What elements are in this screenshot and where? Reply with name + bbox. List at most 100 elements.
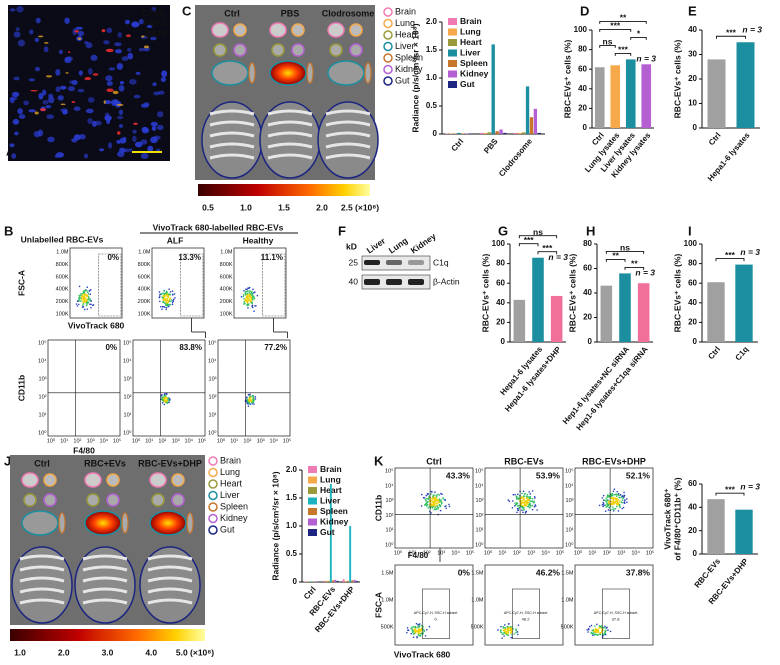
event-dot [526, 493, 529, 496]
event-dot [168, 401, 170, 404]
event-dot [426, 503, 429, 506]
axis-label: FSC-A [373, 592, 383, 618]
event-dot [171, 303, 174, 306]
legend-swatch [448, 81, 457, 88]
event-dot [165, 308, 167, 311]
bar [518, 132, 522, 134]
event-dot [167, 295, 169, 297]
stain-legend: DAPI [144, 28, 166, 38]
macrophage [112, 90, 119, 95]
event-dot [247, 303, 249, 305]
event-dot [605, 501, 608, 503]
nucleus [119, 137, 127, 144]
nucleus [59, 85, 67, 90]
event-dot [424, 503, 426, 506]
y-tick-label: 0 [693, 549, 698, 558]
event-dot [244, 292, 247, 295]
event-dot [420, 624, 423, 627]
event-dot [88, 290, 91, 292]
event-dot [517, 624, 520, 627]
flow-plot [132, 339, 206, 437]
event-dot [442, 497, 444, 499]
colorbar [10, 629, 205, 641]
legend-ring [208, 467, 218, 478]
event-dot [444, 498, 446, 501]
y-tick-label: 1.0M [381, 597, 394, 603]
y-tick-label: 10² [209, 394, 217, 400]
nucleus [115, 49, 122, 54]
x-tick-label: 10² [423, 550, 431, 556]
event-dot [596, 630, 599, 632]
bar [351, 580, 354, 582]
significance-text: *** [610, 21, 621, 31]
nucleus [34, 66, 41, 72]
gut-loop [82, 576, 128, 583]
event-dot [162, 301, 164, 303]
event-dot [246, 294, 248, 296]
event-dot [623, 494, 625, 497]
x-tick-label: Ctrl [706, 345, 722, 361]
macrophage [34, 111, 39, 115]
gut-loop [82, 565, 128, 572]
colorbar-tick: 1.0 [240, 202, 252, 212]
x-tick-label: 10⁵ [283, 437, 291, 444]
gut-loop [267, 142, 313, 149]
event-dot [516, 511, 518, 514]
event-dot [161, 305, 164, 308]
event-dot [163, 295, 166, 297]
event-dot [86, 303, 88, 306]
event-dot [246, 400, 249, 402]
significance-bracket [599, 44, 616, 48]
event-dot [434, 503, 436, 505]
nucleus [45, 104, 52, 109]
legend-text: Gut [460, 79, 475, 89]
event-dot [507, 627, 510, 630]
gate-value: 52.1% [626, 470, 651, 480]
legend-text: Kidney [460, 68, 489, 78]
event-dot [78, 285, 81, 288]
event-dot [436, 506, 439, 508]
flow-plot [47, 339, 121, 437]
event-dot [86, 286, 89, 289]
y-tick-label: 2.0 [286, 465, 298, 474]
legend-ring [383, 7, 393, 17]
nucleus [140, 139, 148, 145]
flow-plot [233, 247, 287, 319]
event-dot [612, 499, 615, 501]
nucleus [118, 109, 124, 116]
event-dot [169, 291, 172, 293]
event-dot [612, 506, 614, 508]
group-title: Unlabelled RBC-EVs [21, 234, 104, 244]
y-tick-label: 20 [688, 318, 697, 327]
event-dot [619, 494, 622, 496]
bar [325, 580, 328, 582]
event-dot [531, 508, 534, 511]
event-dot [165, 299, 168, 301]
group-label: RBC-EVs+DHP [138, 458, 202, 468]
nucleus [14, 131, 19, 136]
bar [537, 132, 541, 134]
y-tick-label: 80 [583, 239, 592, 248]
y-axis-label: RBC-EVs⁺ cells (%) [567, 254, 577, 333]
event-dot [83, 295, 85, 298]
event-dot [89, 289, 92, 291]
event-dot [168, 298, 171, 300]
event-dot [166, 402, 169, 404]
bar [514, 132, 518, 134]
event-dot [248, 293, 251, 296]
event-dot [244, 294, 247, 296]
nucleus [108, 142, 113, 149]
bar [525, 86, 530, 134]
organ-outline [23, 493, 37, 507]
axis-label: CD11b [373, 495, 383, 521]
event-dot [248, 286, 251, 289]
event-dot [168, 303, 171, 306]
bar [736, 42, 755, 128]
event-dot [602, 503, 605, 505]
event-dot [602, 505, 604, 508]
gate-value: 46.2% [536, 567, 561, 577]
event-dot [79, 300, 82, 302]
event-dot [439, 500, 441, 503]
y-tick-label: 1.5M [561, 570, 574, 576]
event-dot [167, 303, 169, 306]
